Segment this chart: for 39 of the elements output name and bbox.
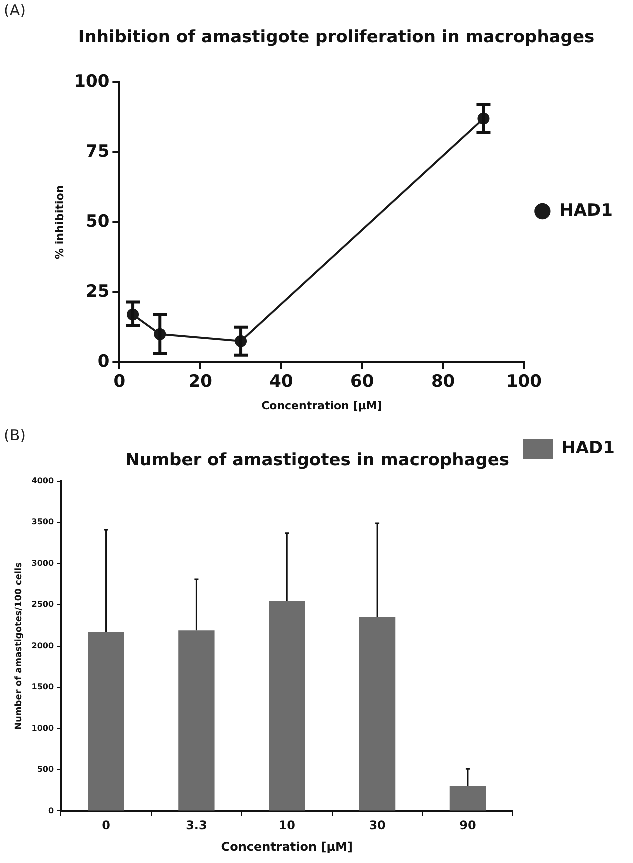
chart-title: Number of amastigotes in macrophages: [125, 450, 510, 471]
y-tick-label: 0: [98, 352, 110, 372]
y-tick-label: 1000: [32, 724, 54, 733]
y-tick-label: 500: [37, 765, 54, 774]
chart-title: Inhibition of amastigote proliferation in macrophages: [78, 28, 595, 48]
text: (A): [4, 1, 26, 20]
bar: [359, 617, 396, 811]
y-tick-label: 1500: [32, 682, 54, 692]
x-tick-label: 60: [350, 372, 374, 392]
text: (B): [4, 426, 26, 444]
x-tick-label: 90: [460, 818, 476, 833]
y-tick-label: 3000: [32, 558, 54, 568]
bar: [450, 786, 486, 811]
y-tick-label: 4000: [32, 476, 54, 486]
x-tick-label: 80: [431, 372, 456, 392]
y-tick-label: 75: [86, 142, 110, 162]
x-axis-title: Concentration [µM]: [262, 399, 382, 412]
x-tick-label: 100: [506, 372, 542, 392]
bar: [178, 630, 215, 811]
x-axis-title: Concentration [µM]: [221, 840, 353, 854]
x-tick-label: 30: [369, 818, 386, 833]
y-tick-label: 2500: [32, 600, 54, 610]
y-tick-label: 0: [48, 806, 54, 816]
y-axis-title: % inhibition: [53, 185, 66, 260]
legend-label: HAD1: [562, 438, 616, 458]
y-tick-label: 100: [74, 72, 110, 92]
bar: [269, 600, 306, 811]
x-tick-label: 0: [114, 372, 126, 392]
y-tick-label: 3500: [32, 518, 54, 527]
y-tick-label: 50: [86, 212, 110, 232]
x-tick-label: 10: [278, 818, 296, 833]
x-tick-label: 3.3: [186, 818, 208, 833]
y-tick-label: 2000: [32, 641, 54, 650]
y-axis-title: Number of amastigotes/100 cells: [14, 562, 25, 730]
bar: [88, 632, 124, 811]
legend-label: HAD1: [560, 200, 614, 221]
x-tick-label: 20: [188, 372, 213, 392]
y-tick-label: 25: [86, 282, 110, 302]
x-tick-label: 40: [270, 372, 294, 392]
